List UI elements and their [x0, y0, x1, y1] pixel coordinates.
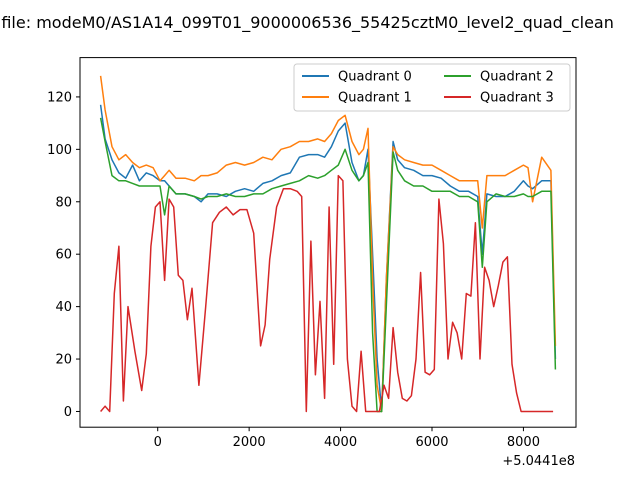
- plot-lines: [99, 75, 557, 413]
- y-tick-label: 80: [55, 195, 72, 210]
- x-tick-label: 6000: [415, 435, 448, 450]
- x-tick-label: 4000: [324, 435, 357, 450]
- x-axis-offset-label: +5.0441e8: [502, 454, 575, 469]
- series-line-quadrant-2: [99, 117, 557, 413]
- series-line-quadrant-3: [100, 174, 554, 413]
- x-tick-label: 2000: [233, 435, 266, 450]
- y-tick-label: 40: [55, 300, 72, 315]
- legend-label-quadrant-3: Quadrant 3: [480, 91, 554, 106]
- y-axis: 0 20 40 60 80 100 120: [47, 90, 80, 420]
- x-axis: 0 2000 4000 6000 8000: [154, 427, 540, 450]
- legend-label-quadrant-2: Quadrant 2: [480, 70, 554, 85]
- y-tick-label: 100: [47, 143, 72, 158]
- x-tick-label: 0: [154, 435, 162, 450]
- y-tick-label: 20: [55, 353, 72, 368]
- chart-title: n file: modeM0/AS1A14_099T01_9000006536_…: [0, 13, 614, 33]
- y-tick-label: 60: [55, 248, 72, 263]
- legend-box: [293, 63, 571, 112]
- legend-label-quadrant-0: Quadrant 0: [338, 70, 412, 85]
- series-line-quadrant-1: [99, 75, 557, 413]
- legend-label-quadrant-1: Quadrant 1: [338, 91, 412, 106]
- y-tick-label: 0: [64, 405, 72, 420]
- y-tick-label: 120: [47, 90, 72, 105]
- legend: Quadrant 0 Quadrant 1 Quadrant 2 Quadrant 3: [293, 63, 571, 112]
- axes-frame: [79, 57, 577, 428]
- x-tick-label: 8000: [507, 435, 540, 450]
